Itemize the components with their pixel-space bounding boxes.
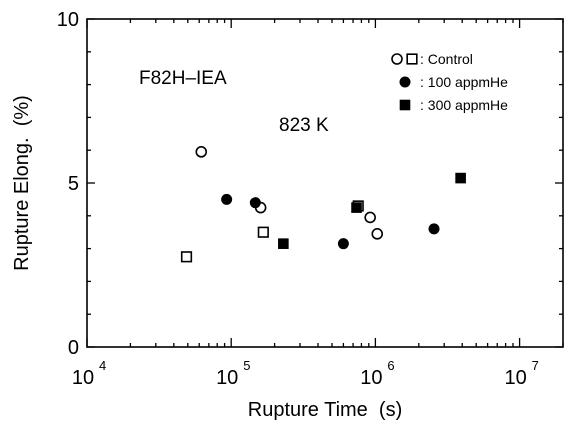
y-tick-label: 5 [68,173,79,195]
data-point [221,193,233,205]
x-tick-label-base: 10 [504,367,526,389]
legend-marker [399,76,411,88]
data-point [278,238,289,249]
legend-label: : 300 appmHe [420,97,508,113]
x-tick-label-base: 10 [216,367,238,389]
legend-marker [406,53,418,65]
temperature-annotation: 823 K [279,115,329,136]
legend-label: : Control [420,51,473,67]
data-point [257,226,269,238]
legend-marker [391,53,403,65]
x-tick-label-exponent: 4 [99,358,106,373]
y-tick-label: 10 [57,9,79,31]
data-point [455,172,466,184]
data-point [337,238,349,250]
data-point [364,211,376,224]
x-tick-label-exponent: 5 [243,358,250,373]
x-axis-title: Rupture Time (s) [248,399,402,421]
data-point [249,197,261,209]
x-tick-label-exponent: 7 [532,358,539,373]
y-tick-label: 0 [68,337,79,359]
x-tick-label-base: 10 [72,367,94,389]
x-tick-label-exponent: 6 [387,358,394,373]
data-point [195,146,208,158]
material-annotation: F82H–IEA [139,68,227,89]
x-tick-label-base: 10 [360,367,382,389]
data-point [428,223,440,235]
data-point [371,228,384,240]
y-axis-title: Rupture Elong. (%) [11,95,33,271]
data-point [351,202,362,213]
data-point [180,251,193,263]
legend-marker [399,99,411,111]
legend-label: : 100 appmHe [420,74,508,90]
